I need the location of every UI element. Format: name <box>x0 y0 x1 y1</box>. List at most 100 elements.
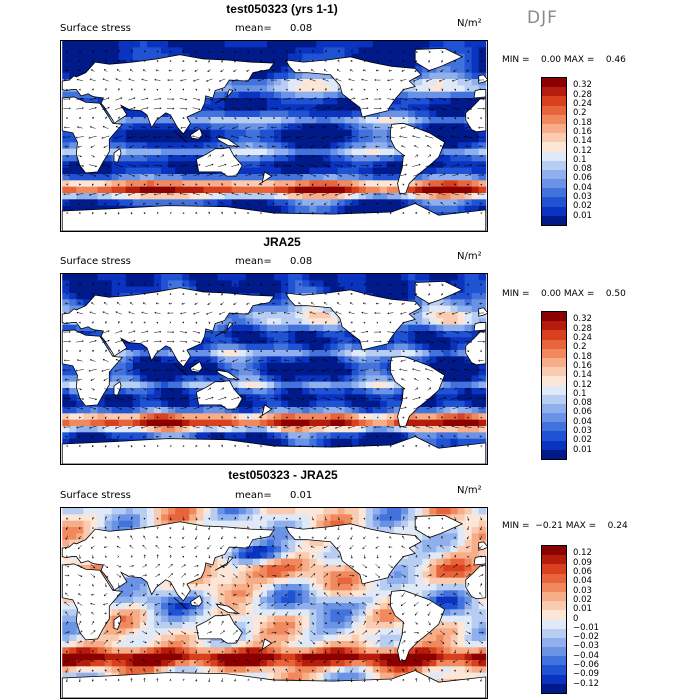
panel-3-colorbar <box>541 545 567 694</box>
panel-1-field-label: Surface stress <box>60 23 131 34</box>
colorbar-tick-label: 0.03 <box>573 426 592 437</box>
colorbar-tick-label: 0.08 <box>573 398 592 409</box>
panel-3-colorbar-labels: 0.12 0.09 0.06 0.04 0.03 0.02 0.01 0 −0.01 −0.02−… <box>573 545 633 694</box>
colorbar-tick-label: −0.06 <box>573 660 600 671</box>
colorbar-swatch <box>542 348 566 358</box>
panel-1-mean-label: mean= <box>235 23 272 34</box>
colorbar-tick-label: −0.01 <box>573 622 600 633</box>
colorbar-swatch <box>542 591 566 602</box>
colorbar-swatch <box>542 647 566 657</box>
colorbar-tick-label: 0.03 <box>573 585 592 596</box>
wind-stress-vectors <box>62 49 486 215</box>
wind-stress-vectors <box>62 282 486 448</box>
colorbar-swatch <box>542 330 566 340</box>
colorbar-swatch <box>542 78 566 88</box>
colorbar-tick-label: 0.01 <box>573 444 592 455</box>
panel-3-mean-label: mean= <box>235 490 272 501</box>
colorbar-swatch <box>542 215 566 225</box>
panel-1-units: N/m² <box>457 18 482 29</box>
colorbar-swatch <box>542 142 566 152</box>
colorbar-swatch <box>542 151 566 161</box>
colorbar-swatch <box>542 582 566 592</box>
colorbar-swatch <box>542 546 566 556</box>
colorbar-tick-label: 0.06 <box>573 566 592 577</box>
panel-3-minmax: MIN = −0.21 MAX = 0.24 <box>502 521 628 531</box>
colorbar-tick-label: 0.1 <box>573 388 587 399</box>
colorbar-tick-label: 0.02 <box>573 201 592 212</box>
colorbar-swatch <box>542 206 566 216</box>
colorbar-tick-label: −0.09 <box>573 669 600 680</box>
colorbar-swatch <box>542 357 566 368</box>
colorbar-swatch <box>542 555 566 565</box>
colorbar-tick-label: 0.08 <box>573 164 592 175</box>
colorbar-swatch <box>542 376 566 386</box>
colorbar-tick-label: −0.02 <box>573 632 600 643</box>
colorbar-tick-label: 0.02 <box>573 594 592 605</box>
panel-1-colorbar <box>541 77 567 226</box>
colorbar-swatch <box>542 619 566 629</box>
panel-3-field-label: Surface stress <box>60 490 131 501</box>
colorbar-swatch <box>542 339 566 349</box>
colorbar-swatch <box>542 179 566 189</box>
colorbar-swatch <box>542 628 566 638</box>
colorbar-tick-label: −0.03 <box>573 641 600 652</box>
colorbar-tick-label: −0.04 <box>573 650 600 661</box>
colorbar-swatch <box>542 169 566 180</box>
panel-3-title: test050323 - JRA25 <box>228 468 338 482</box>
colorbar-tick-label: 0.03 <box>573 192 592 203</box>
colorbar-swatch <box>542 321 566 331</box>
panel-2-mean-label: mean= <box>235 256 272 267</box>
panel-1-colorbar-labels: 0.32 0.28 0.24 0.2 0.18 0.16 0.14 0.12 0.1 0.08 0.… <box>573 77 633 226</box>
panel-2-map <box>60 273 488 465</box>
colorbar-tick-label: 0.32 <box>573 80 592 91</box>
colorbar-swatch <box>542 105 566 115</box>
colorbar-tick-label: 0.14 <box>573 136 592 147</box>
colorbar-swatch <box>542 96 566 106</box>
panel-2-title: JRA25 <box>263 235 301 249</box>
colorbar-swatch <box>542 637 566 648</box>
colorbar-swatch <box>542 133 566 143</box>
colorbar-swatch <box>542 564 566 574</box>
wind-stress-vectors <box>64 516 484 683</box>
colorbar-swatch <box>542 394 566 404</box>
colorbar-swatch <box>542 123 566 134</box>
colorbar-tick-label: 0.28 <box>573 89 592 100</box>
colorbar-swatch <box>542 413 566 423</box>
colorbar-tick-label: 0.16 <box>573 360 592 371</box>
colorbar-swatch <box>542 601 566 611</box>
colorbar-tick-label: 0.18 <box>573 351 592 362</box>
panel-2-mean-value: 0.08 <box>290 256 313 267</box>
land-masses <box>61 280 487 464</box>
panel-3-mean-value: 0.01 <box>290 490 313 501</box>
colorbar-tick-label: 0.01 <box>573 604 592 615</box>
panel-2-colorbar-labels: 0.32 0.28 0.24 0.2 0.18 0.16 0.14 0.12 0.1 0.08 0.… <box>573 311 633 460</box>
colorbar-tick-label: 0 <box>573 613 579 624</box>
colorbar-swatch <box>542 188 566 198</box>
colorbar-swatch <box>542 367 566 377</box>
colorbar-tick-label: −0.12 <box>573 678 600 689</box>
colorbar-tick-label: 0.06 <box>573 407 592 418</box>
panel-1-title: test050323 (yrs 1-1) <box>226 2 338 16</box>
colorbar-swatch <box>542 87 566 97</box>
colorbar-swatch <box>542 610 566 620</box>
colorbar-swatch <box>542 440 566 450</box>
colorbar-tick-label: 0.09 <box>573 557 592 568</box>
land-masses <box>61 47 487 231</box>
panel-1-minmax: MIN = 0.00 MAX = 0.46 <box>502 55 626 65</box>
panel-3-units: N/m² <box>457 485 482 496</box>
colorbar-swatch <box>542 683 566 693</box>
colorbar-tick-label: 0.02 <box>573 435 592 446</box>
panel-2-minmax: MIN = 0.00 MAX = 0.50 <box>502 289 626 299</box>
colorbar-tick-label: 0.16 <box>573 126 592 137</box>
colorbar-tick-label: 0.14 <box>573 370 592 381</box>
colorbar-tick-label: 0.1 <box>573 154 587 165</box>
colorbar-swatch <box>542 573 566 583</box>
colorbar-tick-label: 0.32 <box>573 314 592 325</box>
panel-1-mean-value: 0.08 <box>290 23 313 34</box>
panel-1-map <box>60 40 488 232</box>
colorbar-swatch <box>542 312 566 322</box>
colorbar-tick-label: 0.24 <box>573 98 592 109</box>
colorbar-tick-label: 0.12 <box>573 379 592 390</box>
colorbar-swatch <box>542 197 566 207</box>
colorbar-swatch <box>542 385 566 395</box>
